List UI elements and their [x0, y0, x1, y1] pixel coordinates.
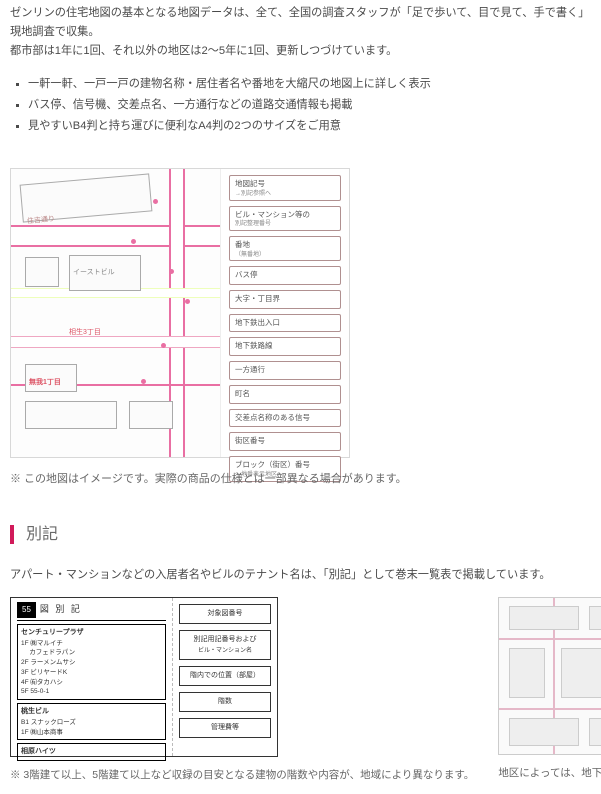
map-sample-legend: 地図記号→別記参照へ ビル・マンション等の別記整理番号 番地（無番地） バス停 …	[221, 169, 349, 457]
legend-item: 地下鉄出入口	[229, 314, 341, 333]
map-sample-map-area: 住吉通り イーストビル 相生3丁目 無我1丁目	[11, 169, 221, 457]
bekki-building-name: 相原ハイツ	[21, 746, 162, 758]
legend-item: 地下鉄路線	[229, 337, 341, 356]
bekki-right-box: 別記用記番号およびビル・マンション名	[179, 630, 271, 660]
bekki-building-name: 桃生ビル	[21, 706, 162, 718]
bekki-header: 図 別 記	[40, 602, 82, 617]
feature-item: 一軒一軒、一戸一戸の建物名称・居住者名や番地を大縮尺の地図上に詳しく表示	[28, 75, 591, 94]
feature-item: 見やすいB4判と持ち運びに便利なA4判の2つのサイズをご用意	[28, 117, 591, 136]
bekki-sample-figure: 55 図 別 記 センチュリープラザ 1F ㈱マルイチ カフェドラパン 2F ラ…	[10, 597, 278, 757]
bekki-right-box: 管理費等	[179, 718, 271, 738]
intro-line-2: 都市部は1年に1回、それ以外の地区は2〜5年に1回、更新しつづけています。	[10, 42, 591, 61]
legend-item: 番地（無番地）	[229, 236, 341, 261]
feature-list: 一軒一軒、一戸一戸の建物名称・居住者名や番地を大縮尺の地図上に詳しく表示 バス停…	[10, 75, 591, 136]
bekki-right-box: 対象図番号	[179, 604, 271, 624]
bekki-row: 55 図 別 記 センチュリープラザ 1F ㈱マルイチ カフェドラパン 2F ラ…	[10, 597, 591, 784]
bekki-right-note: 地区によっては、地下鉄の駅構内、地下街も掲載しています。	[498, 765, 601, 782]
legend-item: バス停	[229, 266, 341, 285]
underground-sample-figure	[498, 597, 601, 755]
bekki-right-box: 階数	[179, 692, 271, 712]
map-label: イーストビル	[73, 267, 115, 279]
bekki-sample-right: 対象図番号 別記用記番号およびビル・マンション名 階内での位置（部屋） 階数 管…	[173, 598, 277, 756]
bekki-intro: アパート・マンションなどの入居者名やビルのテナント名は、「別記」として巻末一覧表…	[10, 566, 591, 585]
bekki-building-name: センチュリープラザ	[21, 627, 162, 639]
map-label: 無我1丁目	[29, 377, 61, 389]
legend-item: 町名	[229, 385, 341, 404]
legend-item: ビル・マンション等の別記整理番号	[229, 206, 341, 231]
legend-item: 地図記号→別記参照へ	[229, 175, 341, 200]
bekki-right-box: 階内での位置（部屋）	[179, 666, 271, 686]
bekki-left-col: 55 図 別 記 センチュリープラザ 1F ㈱マルイチ カフェドラパン 2F ラ…	[10, 597, 474, 784]
intro-text: ゼンリンの住宅地図の基本となる地図データは、全て、全国の調査スタッフが「足で歩い…	[10, 4, 591, 61]
bekki-right-col: 地区によっては、地下鉄の駅構内、地下街も掲載しています。	[498, 597, 601, 782]
bekki-left-note: ※ 3階建て以上、5階建て以上など収録の目安となる建物の階数や内容が、地域により…	[10, 767, 474, 784]
map-sample-figure: 住吉通り イーストビル 相生3丁目 無我1丁目 地図記号→別記参照へ ビル・マン…	[10, 168, 350, 458]
map-label: 相生3丁目	[69, 327, 101, 339]
legend-item: 街区番号	[229, 432, 341, 451]
bekki-rows: 1F ㈱マルイチ カフェドラパン 2F ラーメンムサシ 3F ビリヤードK 4F…	[21, 639, 162, 698]
map-sample-block: 住吉通り イーストビル 相生3丁目 無我1丁目 地図記号→別記参照へ ビル・マン…	[10, 168, 591, 489]
map-sample-caption: ※ この地図はイメージです。実際の商品の仕様とは一部異なる場合があります。	[10, 470, 591, 489]
bekki-sample-left: 55 図 別 記 センチュリープラザ 1F ㈱マルイチ カフェドラパン 2F ラ…	[11, 598, 173, 756]
feature-item: バス停、信号機、交差点名、一方通行などの道路交通情報も掲載	[28, 96, 591, 115]
map-label: 住吉通り	[27, 214, 56, 228]
section-title-bekki: 別記	[10, 525, 591, 544]
legend-item: 一方通行	[229, 361, 341, 380]
legend-item: 大字・丁目界	[229, 290, 341, 309]
legend-item: 交差点名称のある信号	[229, 409, 341, 428]
bekki-badge: 55	[17, 602, 36, 618]
intro-line-1: ゼンリンの住宅地図の基本となる地図データは、全て、全国の調査スタッフが「足で歩い…	[10, 4, 591, 42]
